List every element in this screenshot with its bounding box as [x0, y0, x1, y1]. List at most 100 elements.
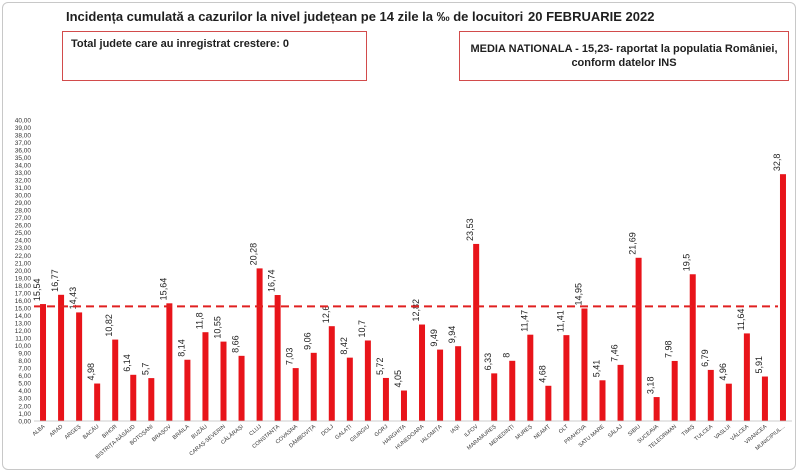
- bar: [743, 333, 750, 421]
- bar: [346, 357, 353, 421]
- category-label: BRĂILA: [171, 423, 191, 441]
- bar: [473, 243, 480, 421]
- value-labels: 15,54 16,77 14,43 4,98 10,82 6,14 5,7 15,64 8,14…: [32, 154, 782, 394]
- y-tick-label: 2,00: [18, 403, 31, 410]
- bar-value-label: 7,98: [664, 340, 674, 358]
- y-tick-label: 8,00: [18, 358, 31, 365]
- category-label: ALBA: [32, 424, 47, 438]
- bar-value-label: 15,64: [158, 278, 168, 301]
- bar: [725, 383, 732, 421]
- y-tick-label: 11,00: [15, 336, 31, 343]
- bar-value-label: 23,53: [465, 218, 475, 241]
- bar: [761, 376, 768, 421]
- y-tick-label: 25,00: [15, 230, 32, 237]
- y-tick-label: 20,00: [15, 268, 32, 275]
- bar: [545, 385, 552, 421]
- bar: [94, 383, 101, 421]
- bar: [491, 373, 498, 421]
- chart-title: Incidența cumulată a cazurilor la nivel …: [66, 9, 524, 24]
- bar: [437, 349, 444, 421]
- category-label: CLUJ: [248, 424, 263, 438]
- y-tick-label: 31,00: [15, 185, 32, 192]
- bar-value-label: 10,82: [104, 314, 114, 337]
- bar-value-label: 14,95: [573, 283, 583, 306]
- bar: [76, 312, 83, 421]
- category-label: ARGEȘ: [64, 424, 83, 441]
- category-label: IAȘI: [450, 424, 462, 436]
- category-label: TIMIȘ: [681, 424, 696, 438]
- bar-value-label: 6,79: [700, 349, 710, 367]
- y-tick-label: 32,00: [15, 178, 32, 185]
- bar: [40, 304, 47, 421]
- y-tick-label: 30,00: [15, 193, 32, 200]
- y-tick-label: 12,00: [15, 328, 32, 335]
- x-axis-labels: ALBA ARAD ARGEȘ BACĂU BIHORBISTRIȚA-NĂSĂUDBO…: [32, 423, 787, 460]
- category-label: BACĂU: [81, 423, 100, 441]
- y-tick-label: 13,00: [15, 320, 32, 327]
- bar-value-label: 6,33: [483, 353, 493, 371]
- category-label: DOLJ: [320, 424, 335, 438]
- category-label: NEAMȚ: [533, 424, 552, 441]
- bar: [653, 397, 660, 421]
- bar: [238, 355, 245, 421]
- y-tick-label: 37,00: [15, 140, 32, 147]
- bar: [274, 295, 281, 421]
- bar: [635, 257, 642, 421]
- y-tick-label: 33,00: [15, 170, 32, 177]
- y-tick-label: 17,00: [15, 290, 32, 297]
- y-tick-label: 14,00: [15, 313, 32, 320]
- chart-frame: [2, 2, 796, 470]
- bar-value-label: 8,14: [176, 339, 186, 357]
- bar: [419, 324, 426, 421]
- bar: [779, 174, 786, 421]
- bar: [184, 359, 191, 421]
- bar-value-label: 14,43: [68, 287, 78, 310]
- bar: [617, 364, 624, 421]
- bar: [202, 332, 209, 421]
- category-label: ARAD: [49, 424, 65, 438]
- y-tick-label: 39,00: [15, 125, 32, 132]
- y-tick-label: 21,00: [15, 260, 32, 267]
- bar-value-label: 5,91: [754, 356, 764, 374]
- bar-value-label: 19,5: [682, 254, 692, 272]
- bar-value-label: 11,8: [194, 312, 204, 329]
- bar: [148, 378, 155, 421]
- y-tick-label: 18,00: [15, 283, 32, 290]
- y-tick-label: 23,00: [15, 245, 32, 252]
- bar: [328, 326, 335, 421]
- bar-value-label: 4,68: [537, 365, 547, 383]
- bar: [527, 334, 534, 421]
- bar-value-label: 4,98: [86, 363, 96, 381]
- bar: [671, 360, 678, 421]
- y-tick-label: 22,00: [15, 253, 32, 260]
- bar-value-label: 16,74: [267, 270, 277, 293]
- national-average-box: MEDIA NATIONALA - 15,23- raportat la pop…: [459, 31, 789, 81]
- bar-value-label: 21,69: [628, 232, 638, 255]
- national-average-line-1: MEDIA NATIONALA - 15,23- raportat la pop…: [470, 43, 778, 55]
- y-tick-label: 5,00: [18, 381, 31, 388]
- bar: [292, 368, 299, 421]
- report-date: 20 FEBRUARIE 2022: [528, 9, 655, 24]
- bar: [130, 374, 137, 421]
- y-tick-label: 28,00: [15, 208, 32, 215]
- bar: [581, 308, 588, 421]
- bar: [509, 360, 516, 421]
- bar-value-label: 7,46: [610, 344, 620, 362]
- bar-value-label: 3,18: [646, 377, 656, 395]
- bar-value-label: 4,96: [718, 363, 728, 381]
- y-tick-label: 1,00: [18, 411, 31, 418]
- bar: [689, 274, 696, 421]
- bar: [256, 268, 263, 421]
- y-axis-ticks: 0,001,002,003,004,005,006,007,008,009,00…: [15, 117, 32, 425]
- y-tick-label: 19,00: [15, 275, 32, 282]
- growth-count-box: Total judete care au inregistrat crester…: [62, 31, 367, 81]
- bar: [58, 294, 65, 421]
- y-tick-label: 4,00: [18, 388, 31, 395]
- category-label: MUREȘ: [515, 424, 534, 442]
- bar-value-label: 7,03: [285, 348, 295, 366]
- bars: [40, 174, 786, 421]
- bar: [112, 339, 119, 421]
- bar-value-label: 4,05: [393, 370, 403, 388]
- y-tick-label: 38,00: [15, 132, 32, 139]
